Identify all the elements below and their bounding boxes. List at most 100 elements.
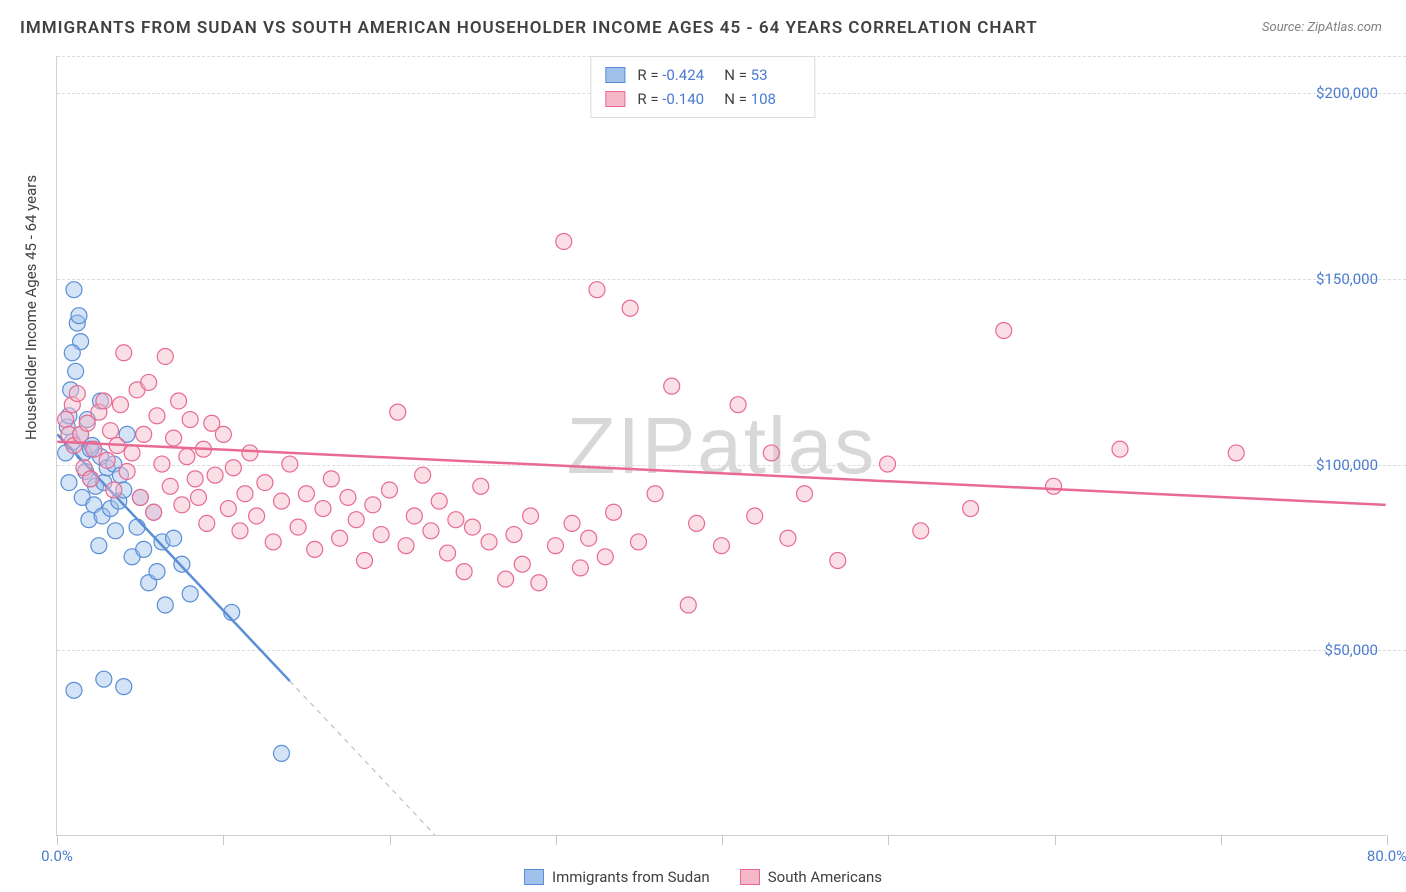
scatter-point: [199, 515, 215, 531]
scatter-point: [58, 412, 74, 428]
scatter-point: [99, 452, 115, 468]
scatter-point: [606, 504, 622, 520]
scatter-point: [581, 530, 597, 546]
y-axis-label: Householder Income Ages 45 - 64 years: [22, 175, 40, 440]
x-tick-label: 0.0%: [41, 847, 73, 865]
x-tick: [1387, 835, 1388, 845]
scatter-point: [780, 530, 796, 546]
scatter-point: [68, 363, 84, 379]
scatter-point: [116, 679, 132, 695]
scatter-point: [473, 478, 489, 494]
scatter-point: [464, 519, 480, 535]
scatter-point: [523, 508, 539, 524]
scatter-point: [61, 475, 77, 491]
scatter-point: [880, 456, 896, 472]
legend-label: Immigrants from Sudan: [552, 868, 710, 886]
legend-entry: South Americans: [740, 868, 882, 886]
scatter-point: [332, 530, 348, 546]
scatter-point: [406, 508, 422, 524]
x-tick: [223, 835, 224, 845]
scatter-point: [323, 471, 339, 487]
scatter-point: [265, 534, 281, 550]
scatter-point: [171, 393, 187, 409]
source-attribution: Source: ZipAtlas.com: [1262, 20, 1382, 35]
scatter-point: [166, 430, 182, 446]
scatter-point: [225, 460, 241, 476]
legend-swatch: [605, 91, 625, 107]
scatter-point: [531, 575, 547, 591]
scatter-point: [514, 556, 530, 572]
scatter-point: [106, 482, 122, 498]
legend-row: R = -0.424N = 53: [605, 63, 800, 87]
scatter-point: [132, 489, 148, 505]
scatter-point: [96, 393, 112, 409]
scatter-point: [1228, 445, 1244, 461]
chart-title: IMMIGRANTS FROM SUDAN VS SOUTH AMERICAN …: [20, 18, 1038, 38]
x-tick: [722, 835, 723, 845]
legend-swatch: [740, 869, 760, 885]
scatter-point: [162, 478, 178, 494]
scatter-point: [207, 467, 223, 483]
scatter-point: [119, 463, 135, 479]
scatter-point: [348, 512, 364, 528]
scatter-point: [564, 515, 580, 531]
series-legend: Immigrants from Sudan South Americans: [514, 868, 892, 886]
trend-line: [57, 442, 1385, 505]
legend-n-value: N = 108: [724, 87, 800, 111]
chart-plot-area: ZIPatlas $50,000$100,000$150,000$200,000…: [56, 56, 1386, 836]
x-tick: [556, 835, 557, 845]
scatter-point: [680, 597, 696, 613]
scatter-point: [69, 386, 85, 402]
scatter-point: [174, 556, 190, 572]
scatter-point: [398, 538, 414, 554]
scatter-point: [282, 456, 298, 472]
scatter-point: [431, 493, 447, 509]
scatter-point: [66, 282, 82, 298]
scatter-point: [124, 445, 140, 461]
scatter-point: [96, 671, 112, 687]
scatter-point: [190, 489, 206, 505]
scatter-point: [166, 530, 182, 546]
scatter-point: [481, 534, 497, 550]
scatter-point: [149, 408, 165, 424]
scatter-point: [714, 538, 730, 554]
scatter-point: [996, 323, 1012, 339]
scatter-point: [365, 497, 381, 513]
scatter-point: [71, 308, 87, 324]
scatter-point: [647, 486, 663, 502]
scatter-point: [136, 541, 152, 557]
scatter-point: [589, 282, 605, 298]
scatter-point: [66, 682, 82, 698]
scatter-point: [116, 345, 132, 361]
scatter-point: [179, 449, 195, 465]
scatter-point: [257, 475, 273, 491]
scatter-point: [141, 374, 157, 390]
legend-swatch: [605, 67, 625, 83]
scatter-point: [242, 445, 258, 461]
scatter-point: [440, 545, 456, 561]
scatter-point: [220, 501, 236, 517]
scatter-point: [390, 404, 406, 420]
scatter-point: [182, 586, 198, 602]
scatter-point: [456, 564, 472, 580]
scatter-point: [136, 426, 152, 442]
scatter-point: [547, 538, 563, 554]
scatter-point: [830, 553, 846, 569]
x-tick-label: 80.0%: [1367, 847, 1406, 865]
scatter-point: [373, 527, 389, 543]
scatter-point: [274, 745, 290, 761]
scatter-point: [157, 597, 173, 613]
scatter-point: [129, 519, 145, 535]
scatter-point: [149, 564, 165, 580]
scatter-point: [215, 426, 231, 442]
chart-svg: [57, 56, 1386, 835]
scatter-point: [146, 504, 162, 520]
scatter-point: [182, 412, 198, 428]
scatter-point: [1046, 478, 1062, 494]
scatter-point: [572, 560, 588, 576]
legend-row: R = -0.140N = 108: [605, 87, 800, 111]
legend-n-value: N = 53: [724, 63, 800, 87]
scatter-point: [187, 471, 203, 487]
scatter-point: [622, 300, 638, 316]
scatter-point: [307, 541, 323, 557]
